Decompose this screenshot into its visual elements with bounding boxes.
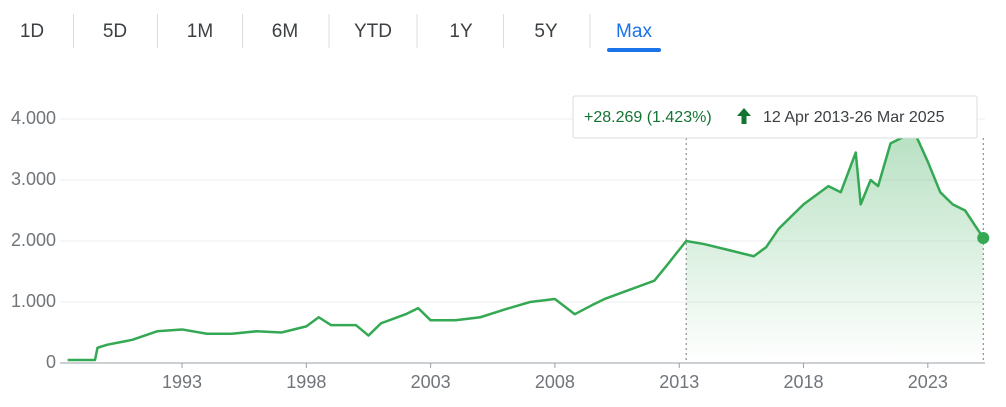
x-tick-label: 2013 (659, 372, 699, 392)
up-arrow (737, 108, 751, 124)
tooltip: +28.269 (1.423%) 12 Apr 2013-26 Mar 2025 (572, 95, 978, 139)
y-tick-label: 4.000 (11, 108, 56, 128)
range-tab[interactable]: 1M (187, 21, 213, 42)
x-tick-label: 1998 (286, 372, 326, 392)
range-tab[interactable]: Max (616, 21, 652, 42)
tooltip-box (572, 95, 978, 139)
price-line (67, 133, 985, 362)
end-point (977, 231, 990, 244)
x-tick-label: 1993 (162, 372, 202, 392)
range-tab[interactable]: 6M (272, 21, 298, 42)
x-tick-label: 2008 (535, 372, 575, 392)
range-tab[interactable]: YTD (354, 21, 392, 42)
range-tab[interactable]: 1D (20, 21, 44, 42)
x-tick-label: 2023 (908, 372, 948, 392)
highlight-area (686, 134, 984, 363)
y-tick-label: 2.000 (11, 230, 56, 250)
range-tab[interactable]: 5D (103, 21, 127, 42)
y-tick-label: 1.000 (11, 291, 56, 311)
x-tick-label: 2003 (411, 372, 451, 392)
y-tick-label: 0 (46, 352, 56, 372)
range-tab[interactable]: 5Y (534, 21, 558, 42)
x-tick-label: 2018 (783, 372, 823, 392)
range-tab[interactable]: 1Y (449, 21, 473, 42)
y-tick-label: 3.000 (11, 169, 56, 189)
tooltip-change: +28.269 (1.423%) (584, 109, 712, 126)
tab-underline (607, 48, 661, 52)
tooltip-period: 12 Apr 2013-26 Mar 2025 (763, 109, 945, 126)
